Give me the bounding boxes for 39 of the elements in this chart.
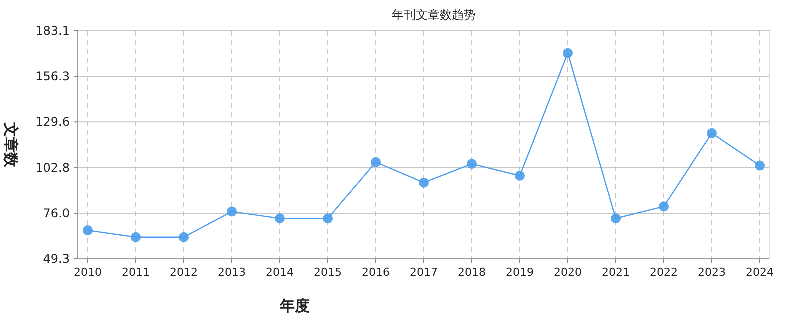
point [707, 128, 717, 138]
x-tick-label: 2016 [362, 266, 390, 279]
point [371, 157, 381, 168]
x-axis-title: 年度 [279, 297, 310, 315]
x-tick-label: 2018 [458, 266, 486, 279]
x-tick-label: 2010 [74, 266, 102, 279]
x-tick-label: 2019 [506, 266, 534, 279]
point [83, 226, 93, 236]
y-tick-label: 49.3 [43, 252, 70, 266]
point [755, 160, 765, 171]
y-axis-title: 文章数 [2, 122, 20, 168]
chart-title: 年刊文章数趋势 [392, 8, 476, 22]
y-tick-label: 156.3 [36, 70, 70, 84]
x-tick-label: 2022 [650, 266, 678, 279]
y-tick-label: 129.6 [36, 115, 70, 130]
y-tick-label: 102.8 [36, 160, 70, 175]
x-tick-label: 2021 [602, 266, 630, 279]
point [659, 202, 669, 212]
point [515, 171, 525, 182]
x-tick-label: 2014 [266, 266, 294, 279]
x-tick-label: 2017 [410, 266, 438, 279]
x-tick-label: 2020 [554, 266, 582, 279]
point [275, 214, 285, 224]
x-tick-label: 2024 [746, 266, 774, 279]
point [611, 214, 621, 224]
point [131, 232, 141, 242]
point [563, 48, 573, 58]
point [179, 232, 189, 242]
y-tick-label: 183.1 [36, 24, 70, 38]
x-tick-label: 2023 [698, 266, 726, 279]
x-tick-label: 2012 [170, 266, 198, 279]
x-tick-label: 2013 [218, 266, 246, 279]
point [227, 206, 237, 217]
y-tick-label: 76.0 [43, 206, 70, 220]
x-tick-label: 2011 [122, 266, 150, 279]
point [323, 214, 333, 224]
point [467, 159, 477, 170]
point [419, 178, 429, 188]
x-tick-label: 2015 [314, 266, 342, 279]
